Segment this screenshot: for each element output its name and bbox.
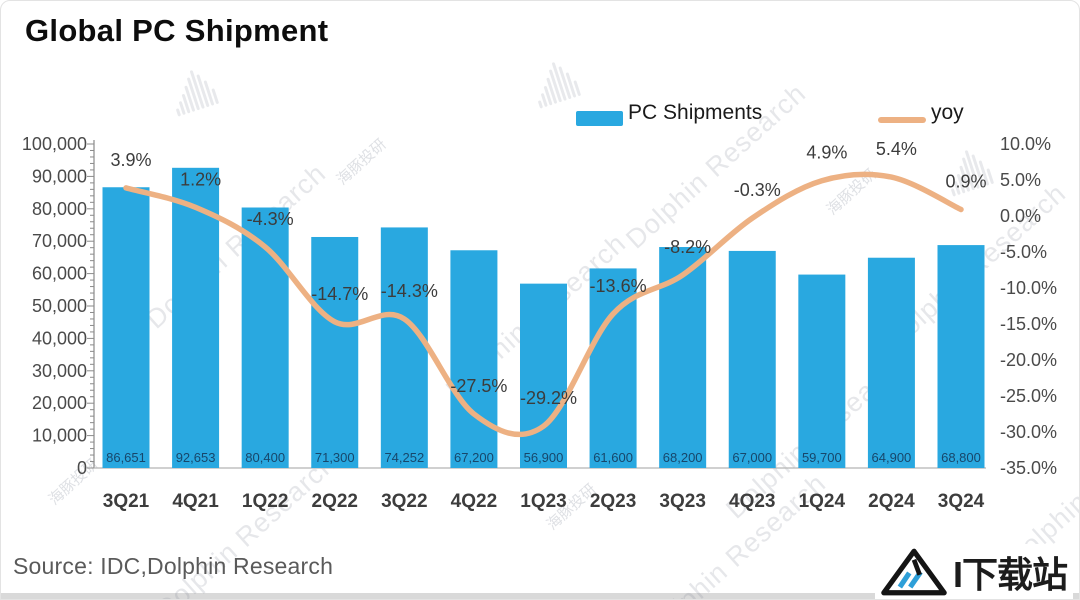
x-axis-category-label: 1Q23 [520,491,566,512]
legend-bar-label: PC Shipments [628,101,763,124]
yoy-data-label: -14.7% [311,284,368,304]
yoy-data-label: 3.9% [110,150,151,170]
yoy-data-label: -14.3% [381,281,438,301]
bar-1Q22 [241,207,289,468]
bar-1Q24 [798,274,846,468]
right-axis-tick-label: 0.0% [1000,206,1041,226]
bar-4Q21 [172,167,220,469]
bar-value-label: 67,000 [732,450,772,465]
left-axis-tick-label: 90,000 [32,166,87,186]
right-axis-tick-label: -5.0% [1000,242,1047,262]
bar-value-label: 61,600 [593,450,633,465]
logo-text: I下载站 [952,554,1068,595]
yoy-data-label: 4.9% [806,143,847,163]
left-axis-tick-label: 60,000 [32,264,87,284]
bar-value-label: 74,252 [384,450,424,465]
yoy-data-label: -8.2% [664,237,711,257]
right-axis-tick-label: -25.0% [1000,386,1057,406]
bar-value-label: 68,200 [663,450,703,465]
legend-line-label: yoy [931,101,964,124]
yoy-data-label: -13.6% [590,276,647,296]
bar-3Q23 [659,247,707,468]
right-axis-tick-label: 5.0% [1000,170,1041,190]
bar-value-label: 67,200 [454,450,494,465]
yoy-data-label: 5.4% [876,139,917,159]
right-axis-tick-label: -15.0% [1000,314,1057,334]
x-axis-category-label: 3Q22 [381,491,427,512]
x-axis-category-label: 4Q23 [729,491,775,512]
yoy-line [123,171,964,438]
right-axis-tick-label: -35.0% [1000,458,1057,478]
bar-4Q23 [728,250,776,468]
page-title: Global PC Shipment [25,13,329,48]
bar-value-label: 68,800 [941,450,981,465]
x-axis-category-label: 3Q21 [103,491,150,512]
x-axis-category-label: 2Q23 [590,491,636,512]
bar-1Q23 [519,283,567,468]
logo-triangle-icon [881,548,947,596]
legend-line-swatch-icon [878,117,926,123]
x-axis-category-label: 3Q24 [938,491,985,512]
bar-value-label: 86,651 [106,450,146,465]
bar-value-label: 80,400 [245,450,285,465]
site-logo: I下载站 [874,544,1073,599]
left-axis-tick-label: 30,000 [32,361,87,381]
bar-3Q22 [380,227,428,468]
left-axis-tick-label: 100,000 [22,134,87,154]
left-axis-tick-label: 0 [77,458,87,478]
right-axis-tick-label: -30.0% [1000,422,1057,442]
bar-3Q21 [102,187,150,468]
bar-value-label: 92,653 [176,450,216,465]
left-axis-tick-label: 50,000 [32,296,87,316]
right-axis-tick-label: 10.0% [1000,134,1051,154]
x-axis-category-label: 4Q22 [451,491,497,512]
right-axis-tick-label: -20.0% [1000,350,1057,370]
bar-value-label: 64,900 [872,450,912,465]
left-axis-tick-label: 40,000 [32,328,87,348]
yoy-data-label: -4.3% [247,209,294,229]
bar-2Q24 [867,257,915,468]
x-axis-category-label: 3Q23 [659,491,705,512]
yoy-data-label: -29.2% [520,388,577,408]
x-axis-category-label: 2Q22 [312,491,358,512]
right-axis-tick-label: -10.0% [1000,278,1057,298]
x-axis-category-label: 2Q24 [868,491,915,512]
bar-value-label: 71,300 [315,450,355,465]
source-note: Source: IDC,Dolphin Research [13,553,334,579]
yoy-data-label: -27.5% [450,376,507,396]
legend-bar-swatch-icon [576,111,623,126]
bar-value-label: 59,700 [802,450,842,465]
yoy-data-label: 0.9% [945,172,986,192]
bar-value-label: 56,900 [524,450,564,465]
left-axis-tick-label: 10,000 [32,426,87,446]
bar-3Q24 [937,245,985,468]
bar-2Q22 [311,236,359,468]
left-axis-tick-label: 80,000 [32,199,87,219]
left-axis-tick-label: 70,000 [32,231,87,251]
left-axis-tick-label: 20,000 [32,393,87,413]
bottom-divider [1,593,1079,599]
yoy-data-label: -0.3% [734,180,781,200]
yoy-data-label: 1.2% [180,169,221,189]
x-axis-category-label: 4Q21 [172,491,219,512]
x-axis-category-label: 1Q24 [799,491,846,512]
bar-4Q22 [450,250,498,468]
x-axis-category-label: 1Q22 [242,491,288,512]
